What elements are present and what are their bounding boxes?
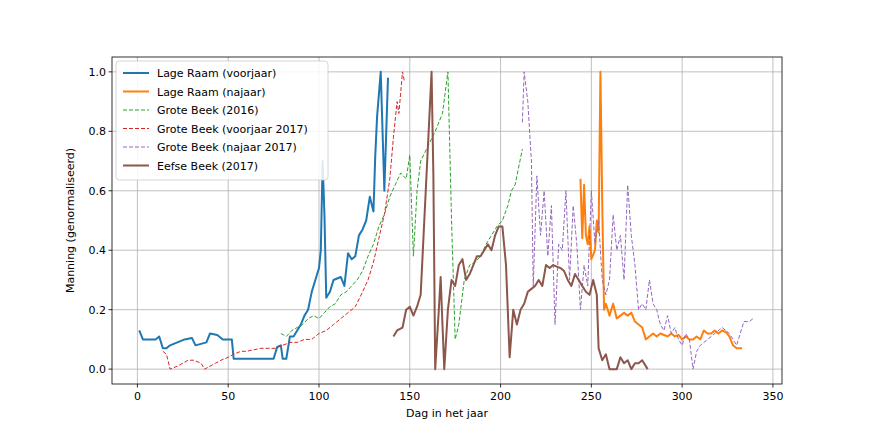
tick <box>109 131 113 132</box>
legend-box <box>116 61 328 180</box>
legend-swatch <box>123 165 149 167</box>
legend-swatch <box>123 110 149 111</box>
tick <box>137 384 138 388</box>
tick <box>109 71 113 72</box>
legend-label: Grote Beek (voorjaar 2017) <box>157 123 308 136</box>
legend-label: Lage Raam (najaar) <box>157 86 266 99</box>
x-tick-label: 50 <box>221 390 235 403</box>
tick <box>682 384 683 388</box>
plot-lines <box>139 72 753 369</box>
x-tick-label: 350 <box>762 390 783 403</box>
tick <box>409 384 410 388</box>
series-line <box>393 72 647 369</box>
tick <box>772 384 773 388</box>
tick <box>109 190 113 191</box>
chart-root: 0 50 100 150 200 250 300 350 0.0 0.2 0.4 0.6 0.8 1.0 D… <box>0 0 872 432</box>
tick <box>228 384 229 388</box>
tick <box>318 384 319 388</box>
y-tick-label: 0.6 <box>89 185 107 198</box>
x-tick-label: 200 <box>490 390 511 403</box>
y-tick-label: 0.0 <box>89 363 107 376</box>
x-axis-label: Dag in het jaar <box>406 407 488 420</box>
legend-swatch <box>123 72 149 74</box>
legend-label: Grote Beek (najaar 2017) <box>157 141 297 154</box>
tick <box>109 250 113 251</box>
series-line <box>522 72 753 369</box>
background <box>0 0 872 432</box>
legend-swatch <box>123 147 149 148</box>
legend: Lage Raam (voorjaar) Lage Raam (najaar) Gr… <box>116 61 328 180</box>
y-tick-label: 0.4 <box>89 244 107 257</box>
tick <box>500 384 501 388</box>
tick <box>109 309 113 310</box>
grid-line <box>409 57 410 384</box>
tick <box>591 384 592 388</box>
grid-line <box>682 57 683 384</box>
grid-line <box>112 369 782 370</box>
grid-line <box>772 57 773 384</box>
y-tick-label: 0.8 <box>89 125 107 138</box>
plot-frame <box>112 57 782 384</box>
legend-label: Lage Raam (voorjaar) <box>157 67 276 80</box>
x-tick-label: 0 <box>134 390 141 403</box>
y-axis-label: Manning (genormaliseerd) <box>64 148 77 293</box>
x-tick-label: 150 <box>399 390 420 403</box>
chart: 0 50 100 150 200 250 300 350 0.0 0.2 0.4 0.6 0.8 1.0 D… <box>0 0 872 432</box>
x-tick-label: 250 <box>581 390 602 403</box>
legend-swatch <box>123 128 149 129</box>
grid-line <box>500 57 501 384</box>
grid-line <box>112 250 782 251</box>
legend-swatch <box>123 91 149 93</box>
legend-label: Eefse Beek (2017) <box>157 160 258 173</box>
grid-line <box>591 57 592 384</box>
legend-label: Grote Beek (2016) <box>157 104 259 117</box>
tick <box>109 369 113 370</box>
x-tick-label: 300 <box>672 390 693 403</box>
series-line <box>580 72 742 348</box>
grid-line <box>112 190 782 191</box>
y-tick-label: 0.2 <box>89 304 107 317</box>
y-tick-label: 1.0 <box>89 66 107 79</box>
x-tick-label: 100 <box>308 390 329 403</box>
